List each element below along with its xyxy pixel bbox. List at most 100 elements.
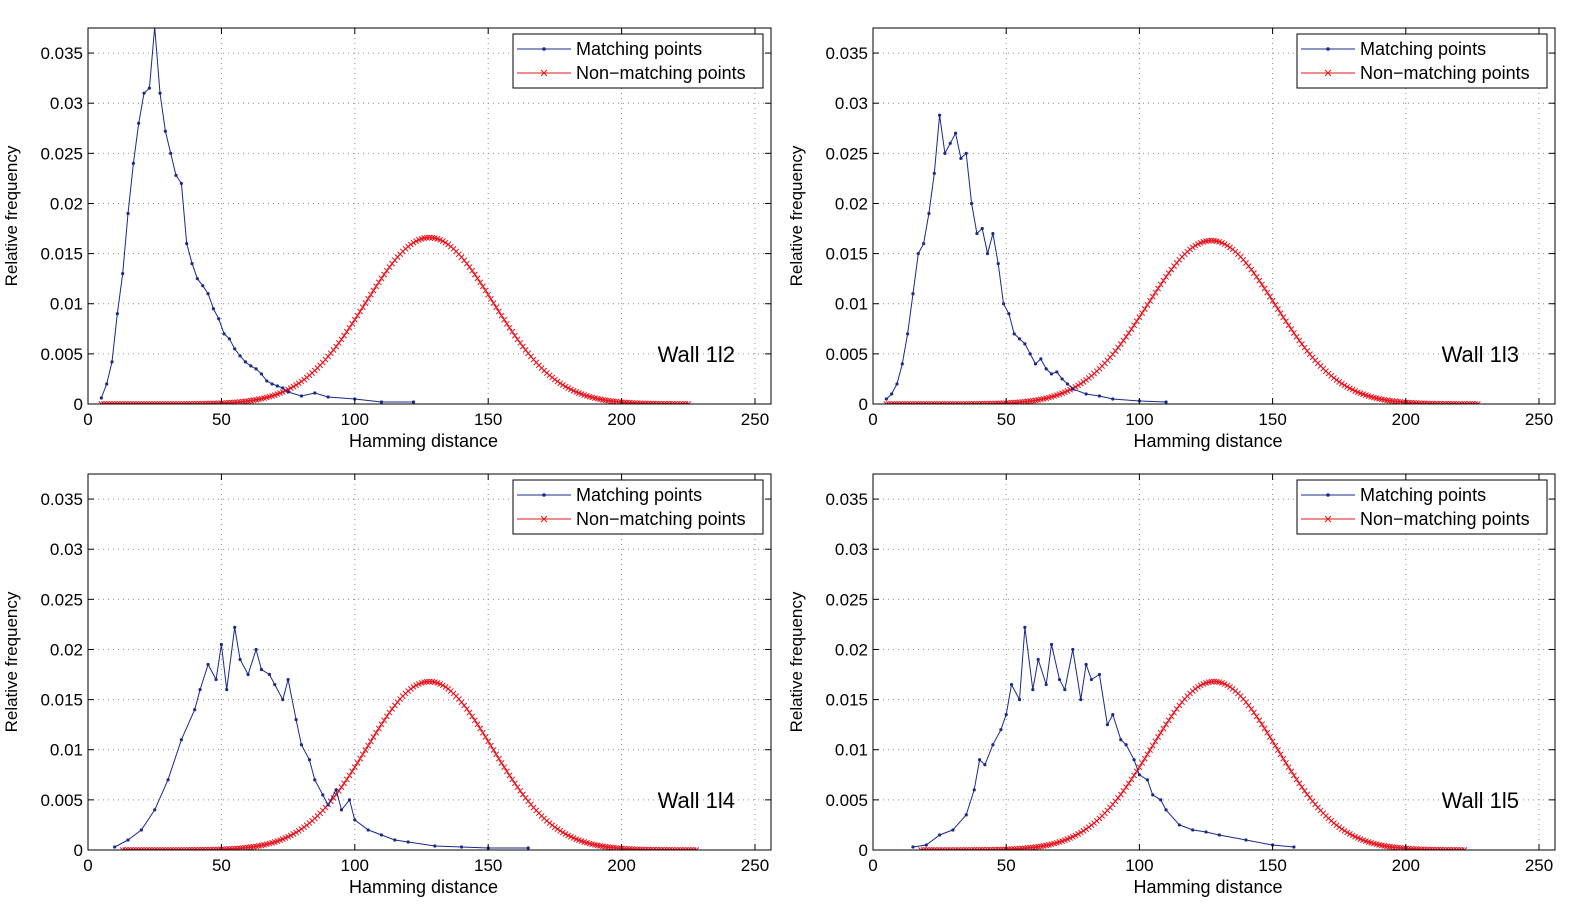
data-point-non-matching: [98, 401, 105, 404]
data-point-matching: [1060, 377, 1064, 381]
data-point-non-matching: [383, 267, 390, 274]
y-tick-label: 0.015: [40, 691, 83, 710]
data-point-matching: [943, 151, 947, 155]
y-tick-label: 0.03: [835, 540, 868, 559]
data-point-matching: [139, 828, 143, 832]
dot-marker: [542, 493, 546, 497]
data-point-non-matching: [375, 725, 382, 732]
data-point-matching: [1151, 793, 1155, 797]
data-point-non-matching: [1341, 382, 1348, 389]
data-point-matching: [1039, 357, 1043, 361]
data-point-matching: [294, 718, 298, 722]
data-point-non-matching: [439, 682, 446, 689]
data-point-non-matching: [442, 239, 449, 246]
data-point-non-matching: [1173, 705, 1180, 712]
data-point-non-matching: [1245, 702, 1252, 709]
data-point-matching: [1012, 332, 1016, 336]
data-point-non-matching: [485, 291, 492, 298]
plot-area: [873, 474, 1555, 850]
data-point-matching: [1017, 337, 1022, 341]
data-point-non-matching: [295, 827, 302, 834]
data-point-non-matching: [623, 845, 630, 850]
data-point-non-matching: [359, 751, 366, 758]
data-point-matching: [321, 793, 325, 797]
data-point-non-matching: [1272, 301, 1279, 308]
data-point-non-matching: [1120, 787, 1127, 794]
data-point-matching: [411, 400, 416, 404]
y-axis-label: Relative frequency: [2, 145, 21, 286]
data-point-non-matching: [1245, 263, 1252, 270]
data-point-matching: [217, 317, 221, 321]
data-point-matching: [299, 394, 304, 398]
data-point-non-matching: [487, 742, 494, 749]
data-point-non-matching: [298, 826, 305, 833]
data-point-non-matching: [554, 378, 561, 385]
data-point-matching: [1049, 642, 1054, 647]
data-point-non-matching: [501, 764, 508, 771]
data-point-non-matching: [290, 831, 297, 837]
x-tick-label: 200: [1392, 410, 1420, 429]
x-marker: [1324, 515, 1332, 523]
data-point-non-matching: [335, 340, 342, 346]
data-point-matching: [158, 91, 162, 95]
legend: Matching points Non−matching points: [1296, 33, 1548, 89]
data-point-matching: [1009, 682, 1014, 687]
data-point-matching: [1028, 352, 1032, 356]
legend-label: Non−matching points: [576, 509, 746, 529]
data-point-matching: [121, 272, 125, 276]
data-point-non-matching: [290, 383, 297, 390]
legend-label: Matching points: [576, 485, 702, 505]
data-point-matching: [1031, 687, 1035, 692]
data-point-non-matching: [1341, 827, 1348, 834]
data-point-non-matching: [557, 827, 564, 834]
data-point-matching: [980, 226, 984, 231]
data-point-non-matching: [1413, 400, 1420, 404]
data-point-matching: [1065, 382, 1070, 386]
data-point-non-matching: [1280, 314, 1287, 321]
data-point-non-matching: [557, 380, 564, 387]
data-point-non-matching: [386, 264, 393, 271]
data-point-non-matching: [1157, 729, 1164, 736]
x-tick-label: 100: [341, 856, 369, 875]
data-point-non-matching: [357, 755, 364, 762]
data-point-matching: [243, 360, 248, 364]
data-point-matching: [959, 156, 963, 160]
legend-label: Non−matching points: [1360, 63, 1530, 83]
x-tick-label: 250: [1525, 410, 1553, 429]
data-layer: [98, 28, 692, 404]
data-point-matching: [975, 231, 979, 236]
data-point-non-matching: [367, 291, 374, 298]
data-point-matching: [927, 211, 931, 216]
data-point-non-matching: [1421, 400, 1428, 404]
data-point-matching: [964, 151, 968, 155]
data-point-non-matching: [1272, 742, 1279, 749]
data-point-non-matching: [1144, 751, 1151, 758]
data-point-matching: [1049, 372, 1054, 376]
data-point-matching: [179, 738, 183, 742]
data-point-matching: [996, 262, 1000, 266]
data-point-matching: [206, 292, 210, 296]
data-point-non-matching: [1336, 824, 1343, 831]
data-point-non-matching: [1115, 794, 1122, 801]
data-point-non-matching: [886, 401, 892, 404]
axes-frame: [87, 473, 772, 851]
data-point-non-matching: [1147, 747, 1154, 753]
data-point-matching: [1004, 713, 1008, 717]
data-point-non-matching: [341, 780, 348, 787]
x-marker: [540, 515, 548, 523]
data-point-non-matching: [338, 784, 345, 791]
x-tick-label: 150: [1258, 410, 1286, 429]
data-point-matching: [991, 231, 995, 236]
y-tick-label: 0.02: [50, 640, 83, 659]
data-point-non-matching: [362, 300, 369, 307]
data-point-non-matching: [101, 401, 107, 404]
data-point-non-matching: [1285, 764, 1292, 771]
x-tick-label: 200: [1392, 856, 1420, 875]
plot-area: [873, 28, 1555, 404]
data-point-matching: [259, 372, 264, 376]
data-point-non-matching: [1125, 330, 1132, 336]
x-tick-label: 200: [607, 410, 635, 429]
data-point-matching: [225, 687, 229, 692]
data-point-matching: [222, 332, 226, 336]
data-point-non-matching: [1168, 713, 1175, 720]
